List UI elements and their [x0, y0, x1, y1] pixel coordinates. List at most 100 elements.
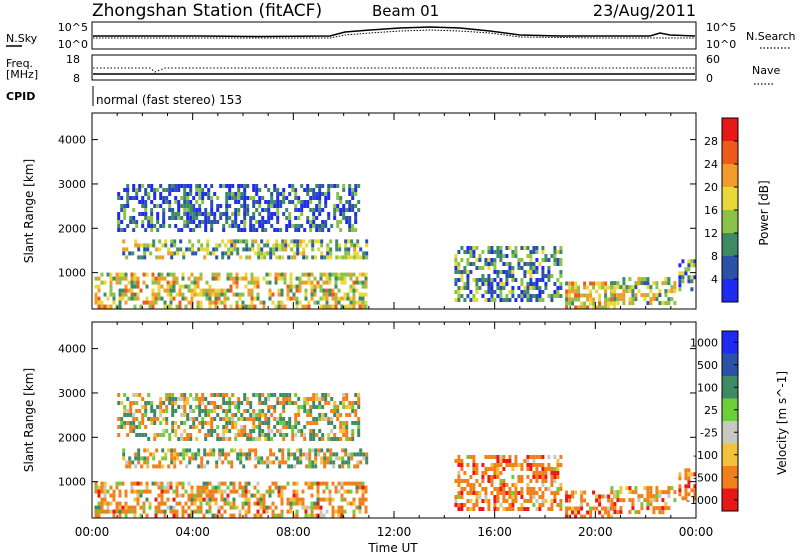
power-echo-cell	[123, 208, 127, 212]
velocity-echo-cell	[256, 481, 260, 486]
power-echo-cell	[103, 292, 107, 297]
velocity-echo-cell	[281, 456, 285, 461]
velocity-echo-cell	[541, 455, 545, 459]
velocity-echo-cell	[153, 409, 157, 413]
power-echo-cell	[263, 251, 267, 256]
power-echo-cell	[315, 196, 319, 200]
power-colorbar-tick-label: 16	[704, 204, 718, 217]
velocity-echo-cell	[628, 486, 632, 491]
velocity-echo-cell	[159, 421, 163, 425]
power-echo-cell	[634, 293, 638, 298]
velocity-echo-cell	[553, 467, 557, 471]
power-echo-cell	[196, 300, 200, 305]
power-echo-cell	[249, 196, 253, 200]
nave-trace	[93, 67, 695, 73]
power-echo-cell	[289, 284, 293, 289]
velocity-echo-cell	[220, 513, 224, 518]
velocity-echo-cell	[235, 505, 239, 510]
velocity-echo-cell	[279, 433, 283, 437]
power-echo-cell	[126, 200, 130, 204]
power-echo-cell	[312, 196, 316, 200]
power-echo-cell	[297, 196, 301, 200]
power-echo-cell	[353, 251, 357, 256]
velocity-echo-cell	[314, 448, 318, 453]
power-echo-cell	[158, 239, 162, 244]
power-echo-cell	[628, 297, 632, 302]
velocity-echo-cell	[194, 452, 198, 457]
power-echo-cell	[174, 200, 178, 204]
velocity-echo-cell	[517, 491, 521, 495]
velocity-echo-cell	[115, 501, 119, 506]
velocity-echo-cell	[171, 421, 175, 425]
power-echo-cell	[240, 220, 244, 224]
power-echo-cell	[490, 282, 494, 286]
power-echo-cell	[352, 296, 356, 301]
power-echo-cell	[174, 188, 178, 192]
power-echo-cell	[328, 272, 332, 277]
velocity-echo-cell	[355, 485, 359, 490]
velocity-echo-cell	[168, 397, 172, 401]
velocity-echo-cell	[180, 433, 184, 437]
power-echo-cell	[166, 288, 170, 293]
power-echo-cell	[255, 200, 259, 204]
power-echo-cell	[670, 297, 674, 302]
power-echo-cell	[151, 272, 155, 277]
velocity-echo-cell	[253, 485, 257, 490]
velocity-echo-cell	[174, 401, 178, 405]
velocity-echo-cell	[309, 413, 313, 417]
velocity-echo-cell	[565, 510, 569, 515]
velocity-echo-cell	[571, 506, 575, 511]
velocity-echo-cell	[460, 487, 464, 491]
power-echo-cell	[268, 272, 272, 277]
power-echo-cell	[229, 284, 233, 289]
velocity-echo-cell	[303, 397, 307, 401]
power-echo-cell	[469, 270, 473, 274]
velocity-echo-cell	[258, 393, 262, 397]
velocity-echo-cell	[314, 464, 318, 469]
velocity-echo-cell	[481, 487, 485, 491]
velocity-echo-cell	[288, 393, 292, 397]
power-echo-cell	[574, 305, 578, 310]
power-echo-cell	[619, 293, 623, 298]
velocity-echo-cell	[595, 506, 599, 511]
power-echo-cell	[315, 216, 319, 220]
power-echo-cell	[520, 290, 524, 294]
velocity-echo-cell	[313, 501, 317, 506]
velocity-echo-cell	[556, 467, 560, 471]
power-echo-cell	[322, 288, 326, 293]
power-echo-cell	[290, 255, 294, 260]
velocity-echo-cell	[693, 488, 697, 493]
velocity-echo-cell	[565, 506, 569, 511]
power-echo-cell	[553, 250, 557, 254]
velocity-echo-cell	[308, 460, 312, 465]
power-echo-cell	[574, 281, 578, 286]
velocity-echo-cell	[315, 393, 319, 397]
velocity-x-tick-label: 16:00	[477, 525, 512, 539]
power-echo-cell	[241, 292, 245, 297]
power-echo-cell	[277, 292, 281, 297]
velocity-echo-cell	[550, 475, 554, 479]
power-echo-cell	[189, 192, 193, 196]
velocity-echo-cell	[224, 456, 228, 461]
power-echo-cell	[225, 192, 229, 196]
velocity-echo-cell	[345, 421, 349, 425]
velocity-echo-cell	[466, 507, 470, 511]
power-echo-cell	[228, 188, 232, 192]
power-echo-cell	[189, 200, 193, 204]
velocity-echo-cell	[469, 491, 473, 495]
power-echo-cell	[541, 274, 545, 278]
velocity-echo-cell	[472, 455, 476, 459]
power-echo-cell	[208, 296, 212, 301]
power-echo-cell	[277, 300, 281, 305]
power-echo-cell	[535, 270, 539, 274]
power-echo-cell	[148, 300, 152, 305]
power-echo-cell	[601, 281, 605, 286]
velocity-echo-cell	[323, 464, 327, 469]
power-echo-cell	[678, 271, 682, 276]
power-echo-cell	[192, 196, 196, 200]
velocity-echo-cell	[457, 455, 461, 459]
power-echo-cell	[251, 243, 255, 248]
power-echo-cell	[586, 297, 590, 302]
velocity-echo-cell	[174, 397, 178, 401]
velocity-echo-cell	[288, 421, 292, 425]
